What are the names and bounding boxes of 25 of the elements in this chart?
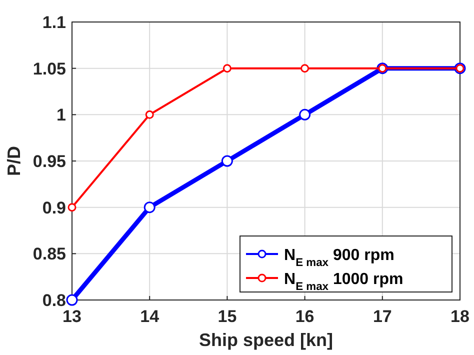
point (66, 294, 78, 306)
y-axis-title: P/D (4, 146, 24, 176)
x-tick-label: 16 (295, 307, 314, 326)
point (221, 155, 233, 167)
point (68, 203, 76, 212)
x-tick-label: 14 (140, 307, 160, 326)
point (144, 202, 156, 214)
x-tick-label: 15 (218, 307, 237, 326)
y-tick-label: 0.85 (32, 244, 66, 264)
y-tick-label: 0.95 (32, 152, 66, 171)
y-tick-label: 0.8 (42, 291, 66, 310)
legend-label: N$_{E max}$ 1000 rpm (284, 271, 404, 293)
y-tick-label: 0.9 (42, 198, 66, 218)
point (299, 108, 311, 120)
point (222, 64, 232, 73)
x-tick-label: 13 (62, 307, 82, 326)
y-tick-label: 1.1 (42, 13, 66, 32)
legend-label: N$_{E max}$ 900 rpm (284, 247, 394, 269)
x-tick-label: 17 (372, 307, 392, 326)
point (300, 64, 310, 73)
x-tick-label: 18 (450, 307, 470, 326)
point (145, 110, 154, 119)
x-axis-title: Ship speed [kn] (198, 330, 334, 350)
y-tick-label: 1.05 (32, 59, 66, 78)
y-tick-label: 1 (56, 106, 66, 125)
